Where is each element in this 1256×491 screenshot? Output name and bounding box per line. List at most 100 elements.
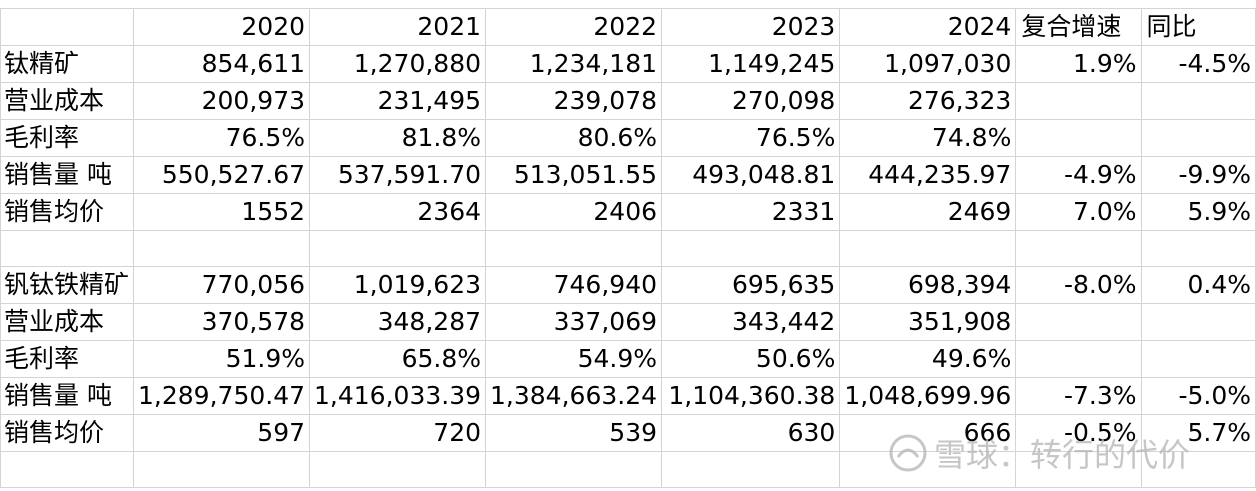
value-cell[interactable]: 1,104,360.38 (661, 377, 841, 415)
value-cell[interactable] (309, 230, 487, 267)
value-cell[interactable]: 1,289,750.47 (133, 377, 311, 415)
cagr-cell[interactable] (1015, 303, 1142, 341)
value-cell[interactable]: 80.6% (485, 119, 663, 157)
cagr-cell[interactable] (1015, 119, 1142, 157)
row-label-cell[interactable]: 毛利率 (0, 340, 135, 378)
cagr-cell[interactable]: -0.5% (1015, 414, 1142, 452)
value-cell[interactable]: 1,270,880 (309, 45, 487, 83)
value-cell[interactable]: 720 (309, 414, 487, 452)
value-cell[interactable]: 50.6% (661, 340, 841, 378)
row-label-cell[interactable]: 销售均价 (0, 414, 135, 452)
yoy-cell[interactable] (1140, 230, 1256, 267)
value-cell[interactable] (485, 230, 663, 267)
value-cell[interactable]: 351,908 (839, 303, 1017, 341)
empty-cell[interactable] (661, 451, 841, 488)
value-cell[interactable]: 65.8% (309, 340, 487, 378)
cagr-cell[interactable]: -7.3% (1015, 377, 1142, 415)
value-cell[interactable]: 493,048.81 (661, 156, 841, 194)
yoy-cell[interactable]: -9.9% (1140, 156, 1256, 194)
value-cell[interactable]: 2406 (485, 193, 663, 231)
year-header-cell[interactable]: 2024 (839, 8, 1017, 46)
value-cell[interactable]: 854,611 (133, 45, 311, 83)
year-header-cell[interactable]: 2023 (661, 8, 841, 46)
value-cell[interactable]: 2331 (661, 193, 841, 231)
empty-cell[interactable] (1015, 451, 1142, 488)
value-cell[interactable] (661, 230, 841, 267)
value-cell[interactable]: 444,235.97 (839, 156, 1017, 194)
row-label-cell[interactable]: 营业成本 (0, 82, 135, 120)
cagr-cell[interactable]: -8.0% (1015, 266, 1142, 304)
value-cell[interactable]: 1,234,181 (485, 45, 663, 83)
value-cell[interactable] (133, 230, 311, 267)
value-cell[interactable]: 539 (485, 414, 663, 452)
year-header-cell[interactable]: 2020 (133, 8, 311, 46)
yoy-cell[interactable] (1140, 340, 1256, 378)
value-cell[interactable]: 513,051.55 (485, 156, 663, 194)
row-label-cell[interactable]: 销售量 吨 (0, 156, 135, 194)
row-label-cell[interactable]: 销售量 吨 (0, 377, 135, 415)
cagr-cell[interactable]: 7.0% (1015, 193, 1142, 231)
empty-cell[interactable] (839, 451, 1017, 488)
value-cell[interactable]: 695,635 (661, 266, 841, 304)
value-cell[interactable]: 1552 (133, 193, 311, 231)
corner-cell[interactable] (0, 8, 135, 46)
empty-cell[interactable] (133, 451, 311, 488)
yoy-cell[interactable] (1140, 303, 1256, 341)
value-cell[interactable]: 270,098 (661, 82, 841, 120)
value-cell[interactable]: 537,591.70 (309, 156, 487, 194)
value-cell[interactable]: 770,056 (133, 266, 311, 304)
value-cell[interactable]: 1,019,623 (309, 266, 487, 304)
row-label-cell[interactable] (0, 230, 135, 267)
value-cell[interactable]: 550,527.67 (133, 156, 311, 194)
value-cell[interactable]: 76.5% (661, 119, 841, 157)
yoy-cell[interactable]: -4.5% (1140, 45, 1256, 83)
value-cell[interactable]: 698,394 (839, 266, 1017, 304)
yoy-cell[interactable] (1140, 82, 1256, 120)
yoy-cell[interactable]: 5.9% (1140, 193, 1256, 231)
value-cell[interactable]: 1,048,699.96 (839, 377, 1017, 415)
value-cell[interactable]: 231,495 (309, 82, 487, 120)
value-cell[interactable]: 200,973 (133, 82, 311, 120)
value-cell[interactable]: 1,097,030 (839, 45, 1017, 83)
cagr-header-cell[interactable]: 复合增速 (1015, 8, 1142, 46)
value-cell[interactable]: 74.8% (839, 119, 1017, 157)
value-cell[interactable]: 666 (839, 414, 1017, 452)
empty-cell[interactable] (0, 451, 135, 488)
value-cell[interactable]: 276,323 (839, 82, 1017, 120)
yoy-header-cell[interactable]: 同比 (1140, 8, 1256, 46)
value-cell[interactable]: 1,149,245 (661, 45, 841, 83)
value-cell[interactable]: 54.9% (485, 340, 663, 378)
value-cell[interactable]: 49.6% (839, 340, 1017, 378)
value-cell[interactable]: 348,287 (309, 303, 487, 341)
yoy-cell[interactable]: -5.0% (1140, 377, 1256, 415)
year-header-cell[interactable]: 2022 (485, 8, 663, 46)
row-label-cell[interactable]: 销售均价 (0, 193, 135, 231)
value-cell[interactable]: 1,416,033.39 (309, 377, 487, 415)
cagr-cell[interactable]: 1.9% (1015, 45, 1142, 83)
cagr-cell[interactable] (1015, 230, 1142, 267)
value-cell[interactable]: 239,078 (485, 82, 663, 120)
cagr-cell[interactable]: -4.9% (1015, 156, 1142, 194)
row-label-cell[interactable]: 钛精矿 (0, 45, 135, 83)
yoy-cell[interactable] (1140, 119, 1256, 157)
year-header-cell[interactable]: 2021 (309, 8, 487, 46)
row-label-cell[interactable]: 营业成本 (0, 303, 135, 341)
value-cell[interactable] (839, 230, 1017, 267)
value-cell[interactable]: 630 (661, 414, 841, 452)
row-label-cell[interactable]: 钒钛铁精矿 (0, 266, 135, 304)
value-cell[interactable]: 343,442 (661, 303, 841, 341)
value-cell[interactable]: 81.8% (309, 119, 487, 157)
value-cell[interactable]: 2469 (839, 193, 1017, 231)
empty-cell[interactable] (485, 451, 663, 488)
yoy-cell[interactable]: 0.4% (1140, 266, 1256, 304)
empty-cell[interactable] (1140, 451, 1256, 488)
value-cell[interactable]: 76.5% (133, 119, 311, 157)
value-cell[interactable]: 2364 (309, 193, 487, 231)
cagr-cell[interactable] (1015, 340, 1142, 378)
value-cell[interactable]: 51.9% (133, 340, 311, 378)
yoy-cell[interactable]: 5.7% (1140, 414, 1256, 452)
value-cell[interactable]: 746,940 (485, 266, 663, 304)
value-cell[interactable]: 370,578 (133, 303, 311, 341)
value-cell[interactable]: 337,069 (485, 303, 663, 341)
value-cell[interactable]: 597 (133, 414, 311, 452)
